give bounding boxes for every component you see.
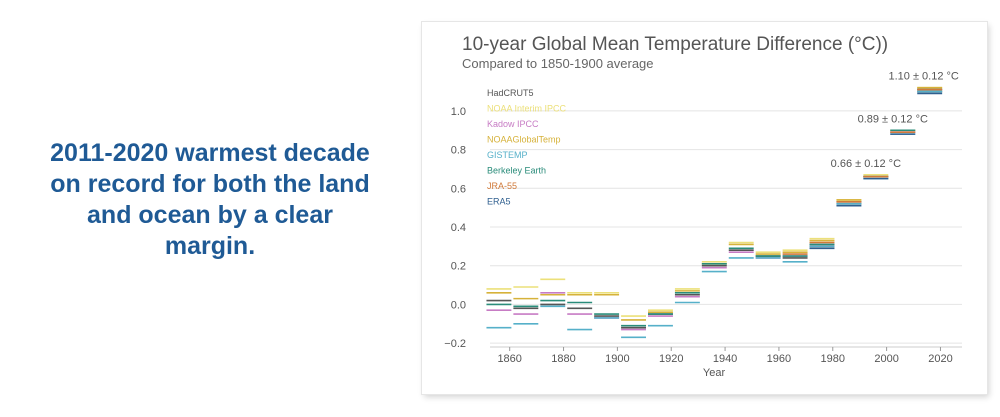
chart-title: 10-year Global Mean Temperature Differen…: [462, 34, 888, 55]
x-tick-label: 1880: [551, 353, 575, 365]
headline-line: on record for both the land: [50, 170, 370, 198]
x-tick-label: 1920: [659, 353, 683, 365]
chart-card: 10-year Global Mean Temperature Differen…: [422, 22, 987, 394]
x-tick-label: 2020: [928, 353, 952, 365]
legend-entry: Kadow IPCC: [487, 119, 539, 129]
x-axis-ticks: 1860 1880 1900 1920 1940 1960 1980 2000 2020: [497, 347, 953, 365]
x-tick-label: 1860: [497, 353, 521, 365]
legend-entry: NOAAGlobalTemp: [487, 135, 561, 145]
x-tick-label: 1980: [821, 353, 845, 365]
headline-line: and ocean by a clear: [87, 201, 333, 229]
legend-entry: JRA-55: [487, 181, 517, 191]
y-tick-label: 0.0: [451, 299, 466, 311]
decade-bars: [486, 86, 943, 339]
x-tick-label: 1900: [605, 353, 629, 365]
x-tick-label: 1940: [713, 353, 737, 365]
legend-entry: Berkeley Earth: [487, 166, 546, 176]
y-axis-ticks: −0.2 0.0 0.2 0.4 0.6 0.8 1.0: [444, 106, 466, 350]
y-tick-label: 0.4: [451, 222, 466, 234]
x-axis-label: Year: [703, 367, 726, 379]
x-tick-label: 1960: [767, 353, 791, 365]
value-annotation: 0.89 ± 0.12 °C: [858, 113, 928, 125]
headline-text: 2011-2020 warmest decade on record for b…: [0, 138, 420, 262]
headline-line: margin.: [164, 232, 256, 260]
y-tick-label: 0.2: [451, 261, 466, 273]
headline-line: 2011-2020 warmest decade: [50, 139, 370, 167]
grid-lines: [490, 110, 962, 348]
legend-entry: NOAA Interim IPCC: [487, 104, 567, 114]
value-annotation: 1.10 ± 0.12 °C: [889, 71, 959, 83]
y-tick-label: −0.2: [444, 338, 466, 350]
temperature-chart: 10-year Global Mean Temperature Differen…: [444, 34, 962, 379]
y-tick-label: 0.6: [451, 183, 466, 195]
legend-entry: GISTEMP: [487, 150, 528, 160]
legend-entry: ERA5: [487, 197, 511, 207]
x-tick-label: 2000: [874, 353, 898, 365]
y-tick-label: 0.8: [451, 145, 466, 157]
legend: HadCRUT5 NOAA Interim IPCC Kadow IPCC NOAAG…: [487, 88, 567, 207]
legend-entry: HadCRUT5: [487, 88, 534, 98]
chart-subtitle: Compared to 1850-1900 average: [462, 56, 654, 71]
y-tick-label: 1.0: [451, 106, 466, 118]
value-annotation: 0.66 ± 0.12 °C: [831, 158, 901, 170]
annotations: 1.10 ± 0.12 °C 0.89 ± 0.12 °C 0.66 ± 0.12 …: [831, 71, 959, 170]
